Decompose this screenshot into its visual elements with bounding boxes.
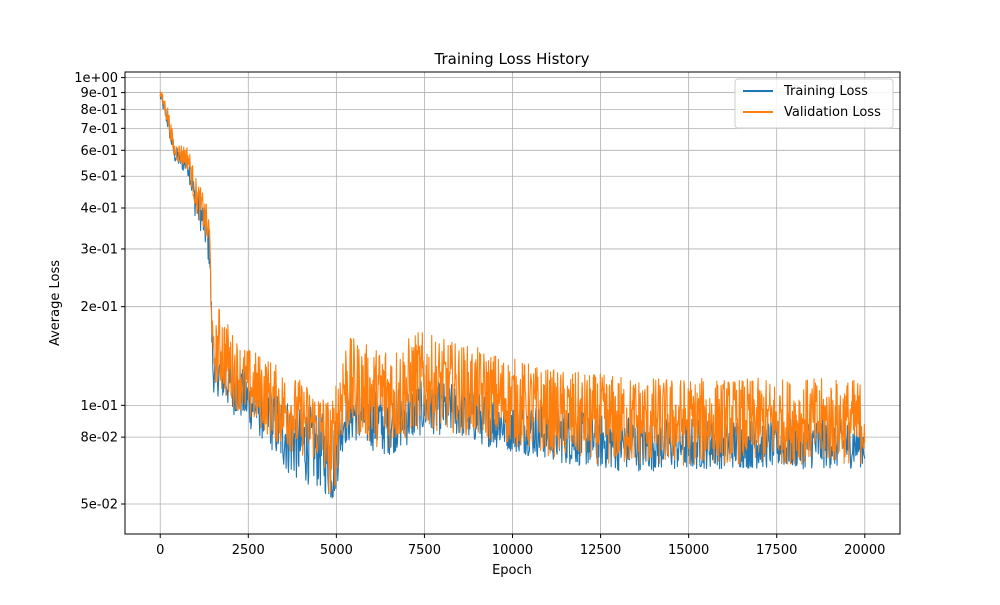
- y-tick-label: 8e-01: [80, 103, 118, 118]
- series-line-validation: [159, 91, 866, 494]
- series-area: [159, 91, 866, 499]
- y-tick-label: 5e-02: [80, 498, 118, 513]
- x-tick-label: 12500: [580, 543, 621, 558]
- y-tick-label: 4e-01: [80, 202, 118, 217]
- x-tick-label: 7500: [408, 543, 441, 558]
- y-axis-label: Average Loss: [48, 260, 63, 346]
- x-tick-label: 15000: [668, 543, 709, 558]
- legend: Training Loss Validation Loss: [734, 78, 894, 129]
- y-tick-label: 1e+00: [74, 71, 118, 86]
- chart-title: Training Loss History: [434, 50, 590, 68]
- y-tick-label: 8e-02: [80, 431, 118, 446]
- y-tick-label: 5e-01: [80, 170, 118, 185]
- y-tick-label: 3e-01: [80, 242, 118, 257]
- x-tick-label: 5000: [320, 543, 353, 558]
- legend-label-validation: Validation Loss: [784, 105, 881, 120]
- y-tick-label: 1e-01: [80, 399, 118, 414]
- x-tick-label: 17500: [756, 543, 797, 558]
- y-tick-label: 9e-01: [80, 86, 118, 101]
- legend-box: [734, 78, 894, 129]
- y-tick-label: 2e-01: [80, 300, 118, 315]
- x-tick-label: 2500: [232, 543, 265, 558]
- y-tick-label: 6e-01: [80, 144, 118, 159]
- y-tick-label: 7e-01: [80, 122, 118, 137]
- x-tick-label: 10000: [492, 543, 533, 558]
- x-axis-label: Epoch: [492, 563, 532, 578]
- legend-label-training: Training Loss: [783, 84, 868, 99]
- x-tick-label: 0: [156, 543, 164, 558]
- ticks: 0 2500 5000 7500 10000 12500 15000 17500 20000 5e…: [74, 71, 885, 558]
- x-tick-label: 20000: [844, 543, 885, 558]
